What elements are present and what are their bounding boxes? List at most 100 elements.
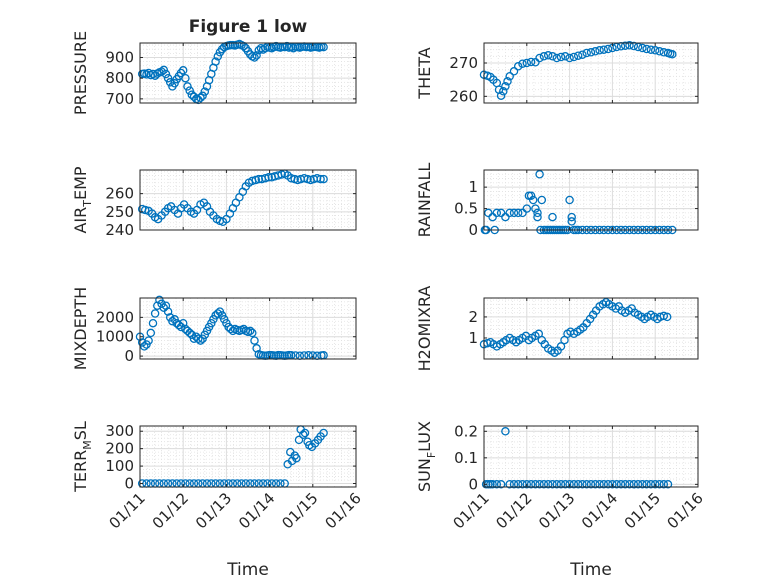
y-tick-label: 300 [105, 422, 134, 440]
data-point [642, 44, 651, 54]
data-point [573, 480, 583, 489]
data-point [299, 430, 308, 439]
x-tick-label: 01/14 [578, 489, 621, 532]
y-axis-label: PRESSURE [71, 31, 90, 115]
data-point [518, 59, 527, 68]
data-point [261, 43, 270, 53]
y-tick-label: 900 [105, 48, 134, 66]
data-point [556, 52, 566, 62]
data-point [539, 480, 549, 489]
y-tick-label: 260 [449, 87, 478, 105]
data-point [509, 480, 519, 489]
data-point [599, 480, 609, 489]
data-point [531, 58, 540, 67]
data-point [492, 208, 502, 218]
data-point [625, 41, 634, 50]
data-point [518, 208, 527, 218]
axes-box [483, 169, 699, 231]
data-point [183, 82, 192, 91]
data-point [509, 208, 519, 218]
y-axis-label: RAINFALL [415, 163, 434, 238]
axes-box [139, 169, 357, 231]
data-point [146, 328, 156, 338]
data-point [548, 212, 557, 222]
data-point [535, 170, 544, 179]
x-axis-label: Time [569, 560, 612, 580]
data-point [608, 480, 617, 489]
data-point [316, 174, 325, 184]
y-axis-label-sub: T [81, 200, 94, 208]
data-point [252, 51, 261, 60]
data-point [620, 480, 630, 489]
data-point [582, 480, 591, 489]
data-point [248, 328, 257, 338]
x-tick-label: 01/13 [192, 489, 235, 532]
data-point [185, 328, 194, 338]
data-point [509, 67, 519, 76]
data-point [548, 480, 557, 489]
data-point [168, 316, 177, 326]
data-point [567, 217, 576, 226]
data-point [662, 312, 672, 322]
data-point [642, 480, 651, 489]
data-point [522, 480, 532, 489]
data-point [513, 480, 523, 489]
data-point [496, 91, 506, 100]
data-point [646, 480, 656, 489]
y-axis-label-sub: F [425, 452, 438, 458]
data-point [573, 51, 583, 60]
data-point [501, 427, 510, 436]
y-axis-label-rest: SL [71, 421, 90, 440]
data-point [505, 72, 514, 81]
data-point [595, 480, 604, 489]
data-point [616, 480, 626, 489]
data-point [292, 453, 301, 463]
data-point [526, 57, 536, 67]
y-axis-label: AIRTEMP [71, 166, 94, 233]
data-point [178, 318, 188, 328]
data-point [522, 58, 532, 68]
data-point [289, 43, 298, 53]
data-point [484, 208, 493, 218]
axes-box [483, 42, 699, 104]
y-tick-label: 2000 [96, 308, 134, 326]
data-point [625, 480, 634, 489]
subplot-2: 260 270 THETA [415, 41, 699, 105]
data-point [595, 46, 604, 55]
y-tick-label: 0 [468, 475, 478, 493]
subplot-8: 0 0.1 0.2 01/11 01/12 01/13 01/14 01/15 01/16 SUN… [415, 421, 707, 580]
data-point [528, 195, 538, 205]
data-point [492, 480, 502, 489]
data-point [319, 174, 328, 184]
y-tick-label: 0.2 [454, 422, 478, 440]
subplot-1: 700 800 900 PRESSURE Figure 1 low [71, 17, 357, 115]
data-point [535, 480, 544, 489]
y-tick-label: 270 [449, 54, 478, 72]
x-tick-label: 01/14 [235, 489, 278, 532]
data-point [228, 326, 238, 336]
data-point [196, 93, 205, 103]
data-point [578, 480, 587, 489]
data-point [620, 41, 630, 50]
data-point [659, 311, 669, 321]
data-point [612, 480, 621, 489]
x-tick-label: 01/15 [278, 489, 321, 532]
y-tick-label: 1 [468, 329, 478, 347]
data-point [548, 52, 557, 61]
y-axis-label: THETA [415, 47, 434, 99]
data-point [565, 53, 574, 63]
data-point [603, 44, 613, 54]
data-point [556, 342, 566, 351]
data-point [174, 320, 184, 330]
data-point [655, 47, 664, 56]
y-tick-label: 200 [105, 440, 134, 458]
data-point [163, 73, 173, 83]
y-tick-label: 0 [124, 475, 134, 493]
data-point [535, 53, 544, 63]
data-point [488, 480, 497, 489]
y-tick-label: 0 [124, 347, 134, 365]
data-point [655, 480, 664, 489]
y-axis-label-main: SUN [415, 458, 434, 492]
